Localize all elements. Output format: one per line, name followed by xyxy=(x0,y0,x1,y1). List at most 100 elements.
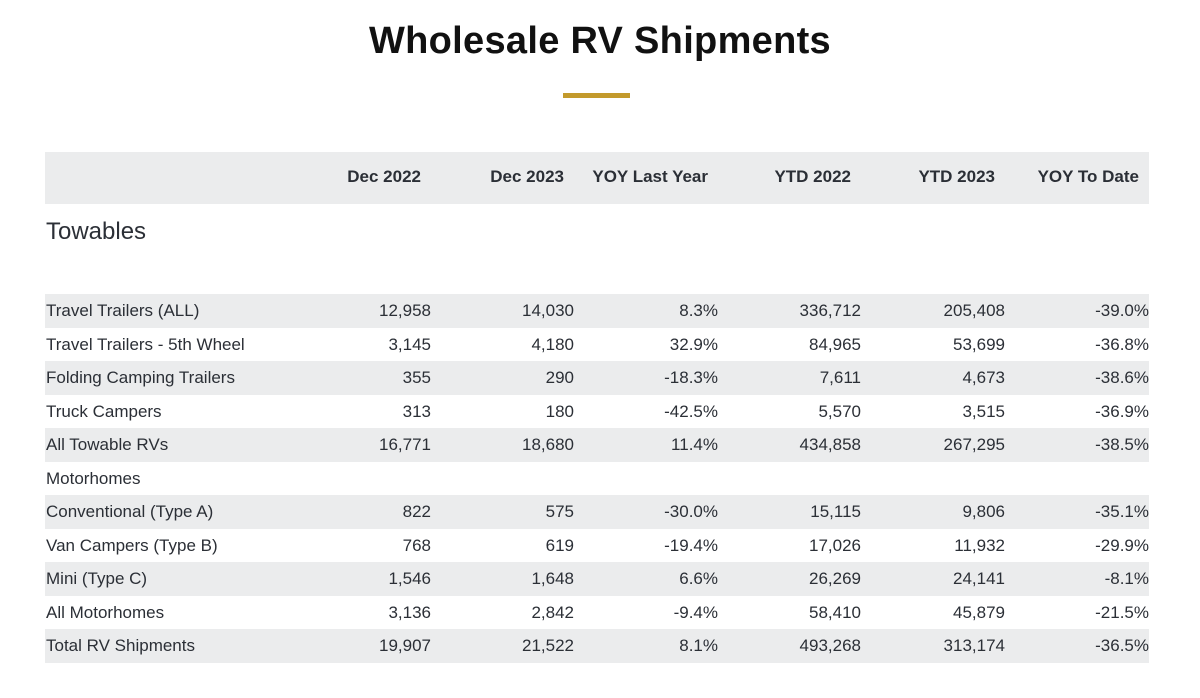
table-cell: 45,879 xyxy=(953,602,1005,622)
table-cell: 58,410 xyxy=(809,602,861,622)
shipments-table: Dec 2022 Dec 2023 YOY Last Year YTD 2022… xyxy=(45,152,1149,663)
table-cell: 11,932 xyxy=(954,535,1005,555)
table-cell: -9.4% xyxy=(673,602,718,622)
table-cell: 8.3% xyxy=(679,301,718,320)
table-cell xyxy=(598,462,718,496)
row-label: Motorhomes xyxy=(46,468,141,488)
table-cell xyxy=(1019,462,1149,496)
table-cell: 53,699 xyxy=(953,334,1005,354)
row-label: Travel Trailers (ALL) xyxy=(46,301,200,320)
table-cell: 24,141 xyxy=(953,569,1005,588)
table-cell: 6.6% xyxy=(679,569,718,588)
table-cell: 355 xyxy=(402,368,431,387)
table-cell: 3,145 xyxy=(388,334,431,354)
column-header-ytd-2023: YTD 2023 xyxy=(918,167,995,186)
table-row: Van Campers (Type B) 768 619 -19.4% 17,026 11… xyxy=(45,529,1149,563)
table-row: Travel Trailers (ALL) 12,958 14,030 8.3% 336… xyxy=(45,294,1149,328)
table-cell: 4,673 xyxy=(962,368,1005,387)
table-cell: 2,842 xyxy=(531,602,574,622)
table-cell: 768 xyxy=(402,535,431,555)
row-label: Van Campers (Type B) xyxy=(46,535,218,555)
table-cell: -36.8% xyxy=(1095,334,1149,354)
table-row: Travel Trailers - 5th Wheel 3,145 4,180 32.… xyxy=(45,328,1149,362)
table-cell: -39.0% xyxy=(1095,301,1149,320)
table-cell: 180 xyxy=(545,401,574,421)
column-header-ytd-2022: YTD 2022 xyxy=(774,167,851,186)
row-label: Folding Camping Trailers xyxy=(46,368,235,387)
column-header-yoy-last-year: YOY Last Year xyxy=(592,167,708,186)
table-body: Travel Trailers (ALL) 12,958 14,030 8.3% 336… xyxy=(45,294,1149,663)
page-title: Wholesale RV Shipments xyxy=(368,20,831,62)
table-row: Folding Camping Trailers 355 290 -18.3% 7,61… xyxy=(45,361,1149,395)
table-cell xyxy=(464,462,574,496)
table-cell: -38.5% xyxy=(1095,435,1149,454)
section-heading-towables: Towables xyxy=(46,218,147,245)
table-cell xyxy=(321,462,431,496)
column-header-dec-2023: Dec 2023 xyxy=(490,167,564,186)
row-label: Conventional (Type A) xyxy=(46,502,214,521)
table-cell: -42.5% xyxy=(664,401,718,421)
table-cell: -30.0% xyxy=(664,502,718,521)
table-cell: 8.1% xyxy=(679,636,718,655)
table-row: All Towable RVs 16,771 18,680 11.4% 434,858 2… xyxy=(45,428,1149,462)
table-row: Total RV Shipments 19,907 21,522 8.1% 493,26… xyxy=(45,629,1149,663)
table-cell: 822 xyxy=(402,502,431,521)
table-cell: 32.9% xyxy=(669,334,718,354)
table-cell: 3,136 xyxy=(388,602,431,622)
title-accent-divider xyxy=(563,93,630,98)
table-cell: 1,648 xyxy=(531,569,574,588)
table-cell: 313,174 xyxy=(943,636,1005,655)
table-cell: 19,907 xyxy=(379,636,431,655)
row-label: Total RV Shipments xyxy=(46,636,195,655)
table-cell: 4,180 xyxy=(531,334,574,354)
table-cell: 26,269 xyxy=(809,569,861,588)
table-cell: 17,026 xyxy=(809,535,861,555)
table-row: Mini (Type C) 1,546 1,648 6.6% 26,269 24,141 -… xyxy=(45,562,1149,596)
table-cell: 7,611 xyxy=(819,368,861,387)
table-row: Truck Campers 313 180 -42.5% 5,570 3,515 -36.9… xyxy=(45,395,1149,429)
row-label: All Motorhomes xyxy=(46,602,165,622)
table-row: All Motorhomes 3,136 2,842 -9.4% 58,410 45,87… xyxy=(45,596,1149,630)
table-cell: 12,958 xyxy=(379,301,431,320)
table-cell: -19.4% xyxy=(664,535,718,555)
table-cell: 16,771 xyxy=(379,435,431,454)
table-cell xyxy=(885,462,1005,496)
table-cell: 84,965 xyxy=(809,334,861,354)
section-heading-row: Towables xyxy=(45,204,1149,294)
table-header-row: Dec 2022 Dec 2023 YOY Last Year YTD 2022… xyxy=(45,152,1149,204)
table-row: Motorhomes xyxy=(45,462,1149,496)
row-label: Travel Trailers - 5th Wheel xyxy=(46,334,245,354)
table-cell: -29.9% xyxy=(1095,535,1149,555)
column-header-yoy-to-date: YOY To Date xyxy=(1037,167,1139,186)
table-cell: 267,295 xyxy=(943,435,1005,454)
table-cell xyxy=(741,462,861,496)
table-cell: -18.3% xyxy=(664,368,718,387)
table-cell: -36.9% xyxy=(1095,401,1149,421)
table-cell: 15,115 xyxy=(810,502,861,521)
table-cell: 5,570 xyxy=(818,401,861,421)
table-cell: 1,546 xyxy=(388,569,431,588)
table-cell: 11.4% xyxy=(671,435,718,454)
table-cell: -38.6% xyxy=(1095,368,1149,387)
table-cell: 493,268 xyxy=(799,636,861,655)
table-cell: 14,030 xyxy=(522,301,574,320)
row-label: Mini (Type C) xyxy=(46,569,148,588)
table-cell: -21.5% xyxy=(1095,602,1149,622)
table-cell: -36.5% xyxy=(1095,636,1149,655)
table-cell: 575 xyxy=(545,502,574,521)
column-header-dec-2022: Dec 2022 xyxy=(347,167,421,186)
table-cell: 336,712 xyxy=(799,301,861,320)
row-label: Truck Campers xyxy=(46,401,162,421)
table-cell: 619 xyxy=(545,535,574,555)
table-row: Conventional (Type A) 822 575 -30.0% 15,115 9… xyxy=(45,495,1149,529)
table-cell: 434,858 xyxy=(799,435,861,454)
table-cell: 9,806 xyxy=(962,502,1005,521)
table-cell: 3,515 xyxy=(962,401,1005,421)
table-cell: -8.1% xyxy=(1104,569,1149,588)
row-label: All Towable RVs xyxy=(46,435,169,454)
table-cell: 205,408 xyxy=(943,301,1005,320)
table-cell: -35.1% xyxy=(1095,502,1149,521)
table-cell: 313 xyxy=(402,401,431,421)
table-cell: 18,680 xyxy=(522,435,574,454)
table-cell: 290 xyxy=(545,368,574,387)
